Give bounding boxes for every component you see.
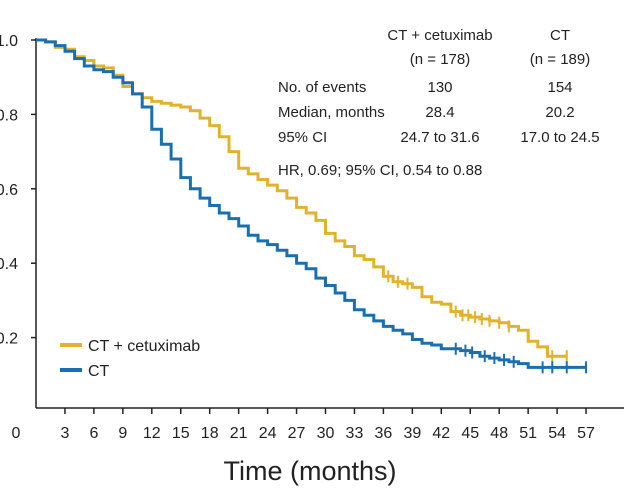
legend: CT + cetuximab CT bbox=[60, 338, 200, 380]
stats-row-median-label: Median, months bbox=[278, 104, 385, 121]
stats-hr-text: HR, 0.69; 95% CI, 0.54 to 0.88 bbox=[278, 162, 482, 179]
stats-row-events-value-2: 154 bbox=[547, 79, 572, 96]
x-ticks: 0 3 6 9 12 15 18 21 24 27 30 33 36 39 42 45 48 51 54 57 bbox=[12, 408, 595, 442]
stats-col-header-2-n: (n = 189) bbox=[530, 51, 590, 68]
y-tick-label: 0.4 bbox=[0, 256, 18, 273]
x-tick-label: 18 bbox=[201, 425, 219, 442]
stats-row-events-label: No. of events bbox=[278, 79, 366, 96]
stats-row-events-value-1: 130 bbox=[427, 79, 452, 96]
x-tick-label: 27 bbox=[288, 425, 306, 442]
stats-col-header-1-n: (n = 178) bbox=[410, 51, 470, 68]
legend-label-ct-cetuximab: CT + cetuximab bbox=[88, 338, 200, 355]
x-tick-label: 0 bbox=[12, 425, 21, 442]
x-tick-label: 9 bbox=[118, 425, 127, 442]
series-lines bbox=[36, 38, 588, 374]
x-tick-label: 51 bbox=[519, 425, 537, 442]
series-line-ct-cetuximab bbox=[36, 38, 567, 358]
x-tick-label: 24 bbox=[259, 425, 277, 442]
stats-table: CT + cetuximab (n = 178) CT (n = 189) No… bbox=[278, 27, 600, 179]
x-tick-label: 3 bbox=[60, 425, 69, 442]
x-tick-label: 57 bbox=[577, 425, 595, 442]
stats-col-header-2-name: CT bbox=[550, 27, 570, 44]
x-tick-label: 6 bbox=[89, 425, 98, 442]
stats-row-ci-value-1: 24.7 to 31.6 bbox=[400, 129, 479, 146]
y-ticks: 0.2 0.4 0.6 0.8 1.0 bbox=[0, 33, 36, 348]
x-tick-label: 48 bbox=[490, 425, 508, 442]
x-tick-label: 33 bbox=[346, 425, 364, 442]
x-axis-label: Time (months) bbox=[223, 456, 396, 486]
x-tick-label: 54 bbox=[548, 425, 566, 442]
y-tick-label: 0.6 bbox=[0, 182, 18, 199]
stats-row-median-value-1: 28.4 bbox=[425, 104, 454, 121]
x-tick-label: 21 bbox=[230, 425, 248, 442]
legend-label-ct: CT bbox=[88, 363, 110, 380]
y-tick-label: 1.0 bbox=[0, 33, 18, 50]
x-tick-label: 30 bbox=[317, 425, 335, 442]
x-tick-label: 15 bbox=[172, 425, 190, 442]
stats-row-ci-label: 95% CI bbox=[278, 129, 327, 146]
x-tick-label: 12 bbox=[143, 425, 161, 442]
stats-row-median-value-2: 20.2 bbox=[545, 104, 574, 121]
x-tick-label: 42 bbox=[432, 425, 450, 442]
y-tick-label: 0.2 bbox=[0, 331, 18, 348]
stats-col-header-1-name: CT + cetuximab bbox=[387, 27, 492, 44]
x-tick-label: 45 bbox=[461, 425, 479, 442]
x-tick-label: 39 bbox=[403, 425, 421, 442]
x-tick-label: 36 bbox=[375, 425, 393, 442]
y-tick-label: 0.8 bbox=[0, 107, 18, 124]
stats-row-ci-value-2: 17.0 to 24.5 bbox=[520, 129, 599, 146]
